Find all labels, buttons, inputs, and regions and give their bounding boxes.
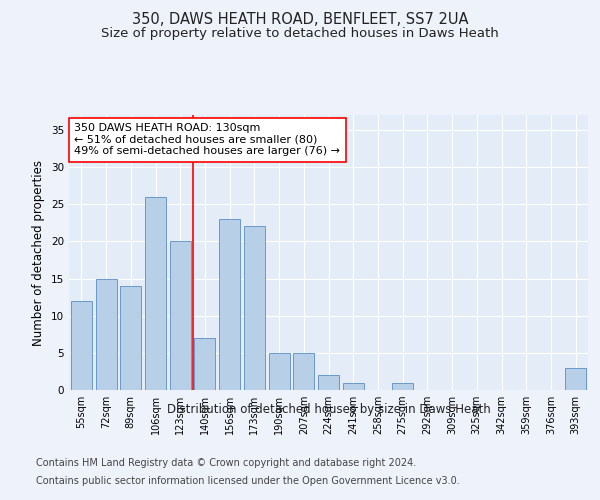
Bar: [269, 353, 290, 390]
Text: 350 DAWS HEATH ROAD: 130sqm
← 51% of detached houses are smaller (80)
49% of sem: 350 DAWS HEATH ROAD: 130sqm ← 51% of det…: [74, 123, 340, 156]
Text: Size of property relative to detached houses in Daws Heath: Size of property relative to detached ho…: [101, 28, 499, 40]
Text: Contains HM Land Registry data © Crown copyright and database right 2024.: Contains HM Land Registry data © Crown c…: [36, 458, 416, 468]
Bar: [565, 368, 586, 390]
Bar: [194, 338, 215, 390]
Bar: [95, 278, 116, 390]
Bar: [71, 301, 92, 390]
Y-axis label: Number of detached properties: Number of detached properties: [32, 160, 46, 346]
Text: Distribution of detached houses by size in Daws Heath: Distribution of detached houses by size …: [167, 402, 491, 415]
Bar: [170, 242, 191, 390]
Bar: [318, 375, 339, 390]
Bar: [392, 382, 413, 390]
Bar: [293, 353, 314, 390]
Bar: [120, 286, 141, 390]
Text: Contains public sector information licensed under the Open Government Licence v3: Contains public sector information licen…: [36, 476, 460, 486]
Text: 350, DAWS HEATH ROAD, BENFLEET, SS7 2UA: 350, DAWS HEATH ROAD, BENFLEET, SS7 2UA: [132, 12, 468, 28]
Bar: [244, 226, 265, 390]
Bar: [219, 219, 240, 390]
Bar: [145, 197, 166, 390]
Bar: [343, 382, 364, 390]
